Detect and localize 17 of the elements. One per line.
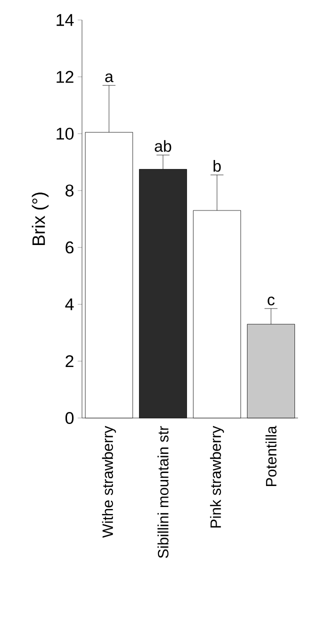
annotation: ab [154,140,172,152]
y-tick-label: 0 [65,412,74,424]
x-tick-label: Potentilla [266,426,276,486]
annotation: b [214,160,221,172]
y-axis-title: Brix (°) [32,192,49,246]
y-tick-label: 10 [56,128,74,140]
y-tick-label: 8 [66,184,74,197]
x-tick-label: Sibillini mountain str [158,426,168,558]
y-tick-label: 14 [56,14,74,26]
x-tick-label: Pink strawberry [210,426,224,528]
y-tick-label: 12 [56,70,74,83]
annotation: a [105,73,114,82]
y-tick-label: 2 [66,355,74,368]
y-tick-label: 6 [66,241,74,254]
y-tick-label: 4 [65,298,74,310]
x-tick-label: Withe strawberry [102,426,116,538]
annotation: c [268,296,275,306]
